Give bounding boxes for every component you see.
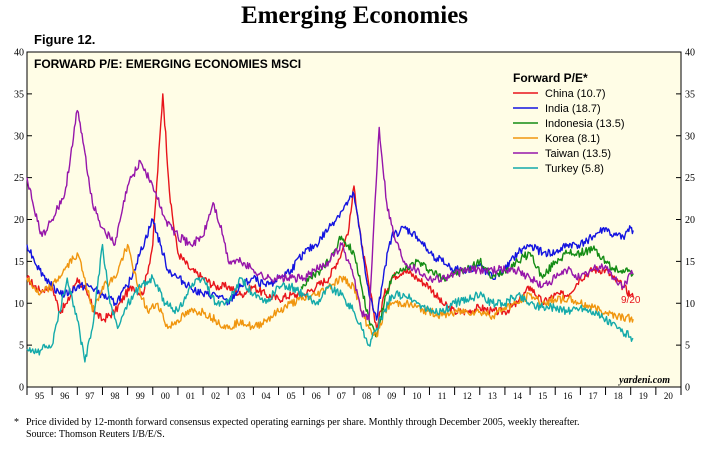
x-tick-label: 06 [312,391,322,401]
x-tick-label: 99 [136,391,146,401]
series-lines [26,93,634,363]
y-tick-label-right: 40 [685,48,695,59]
main-title: Emerging Economies [240,2,469,29]
x-tick-label: 16 [563,391,573,401]
footnote-source: Source: Thomson Reuters I/B/E/S. [26,429,165,440]
y-axis-left: 0 5 10 15 20 25 30 35 40 [14,48,32,394]
watermark: yardeni.com [618,375,670,386]
x-tick-label: 14 [513,391,523,401]
figure-label: Figure 12. [34,32,96,47]
y-tick-label-left: 35 [14,89,24,100]
series-line-1 [26,93,634,330]
series-line-2 [26,191,634,321]
y-tick-label-left: 40 [14,48,24,59]
legend-entry: Indonesia (13.5) [545,118,625,130]
footnote-marker: * [14,417,19,428]
y-axis-right: 0 5 10 15 20 25 30 35 40 [676,48,695,394]
y-tick-label-left: 20 [14,215,24,226]
x-tick-label: 10 [412,391,422,401]
x-tick-label: 18 [614,391,624,401]
y-tick-label-left: 30 [14,131,24,142]
y-tick-label-right: 30 [685,131,695,142]
x-tick-label: 97 [85,391,95,401]
x-tick-label: 07 [337,391,347,401]
series-line-5 [26,109,634,321]
x-tick-label: 19 [639,391,649,401]
y-tick-label-right: 35 [685,89,695,100]
x-tick-label: 96 [60,391,70,401]
x-tick-label: 15 [538,391,548,401]
y-tick-label-left: 10 [14,299,24,310]
footnote: * Price divided by 12-month forward conse… [14,417,579,441]
footnote-text: Price divided by 12-month forward consen… [26,417,580,428]
chart-title: FORWARD P/E: EMERGING ECONOMIES MSCI [34,57,301,71]
x-tick-label: 11 [438,391,447,401]
series-line-4 [26,243,634,338]
x-tick-label: 08 [362,391,372,401]
y-tick-label-left: 0 [19,383,24,394]
x-tick-label: 01 [186,391,195,401]
y-tick-label-left: 25 [14,173,24,184]
x-axis: 95 96 97 98 99 00 01 02 03 04 05 06 07 08 09 10 11 12 13 14… [26,387,682,401]
x-tick-label: 09 [387,391,397,401]
legend-entry: Korea (8.1) [545,133,600,145]
x-tick-label: 13 [488,391,498,401]
x-tick-label: 00 [161,391,171,401]
x-tick-label: 02 [211,391,220,401]
x-tick-label: 20 [664,391,674,401]
y-tick-label-left: 15 [14,257,24,268]
plot-area [26,51,682,388]
x-tick-label: 17 [588,391,598,401]
x-tick-label: 05 [287,391,297,401]
x-tick-label: 12 [463,391,472,401]
y-tick-label-right: 0 [685,383,690,394]
legend-entry: Turkey (5.8) [545,163,604,175]
legend-entry: China (10.7) [545,88,606,100]
legend-title: Forward P/E* [513,71,588,85]
series-line-6 [26,243,634,363]
y-tick-label-right: 15 [685,257,695,268]
x-tick-label: 98 [111,391,121,401]
x-tick-label: 03 [236,391,246,401]
y-tick-label-right: 10 [685,299,695,310]
x-tick-label: 95 [35,391,45,401]
y-tick-label-right: 5 [685,341,690,352]
x-tick-label: 04 [261,391,271,401]
legend: Forward P/E* China (10.7) India (18.7) Ind… [513,71,625,175]
y-tick-label-right: 20 [685,215,695,226]
legend-entry: India (18.7) [545,103,601,115]
y-tick-label-right: 25 [685,173,695,184]
end-annotation: 9/20 [621,295,641,306]
y-tick-label-left: 5 [19,341,24,352]
legend-entry: Taiwan (13.5) [545,148,611,160]
